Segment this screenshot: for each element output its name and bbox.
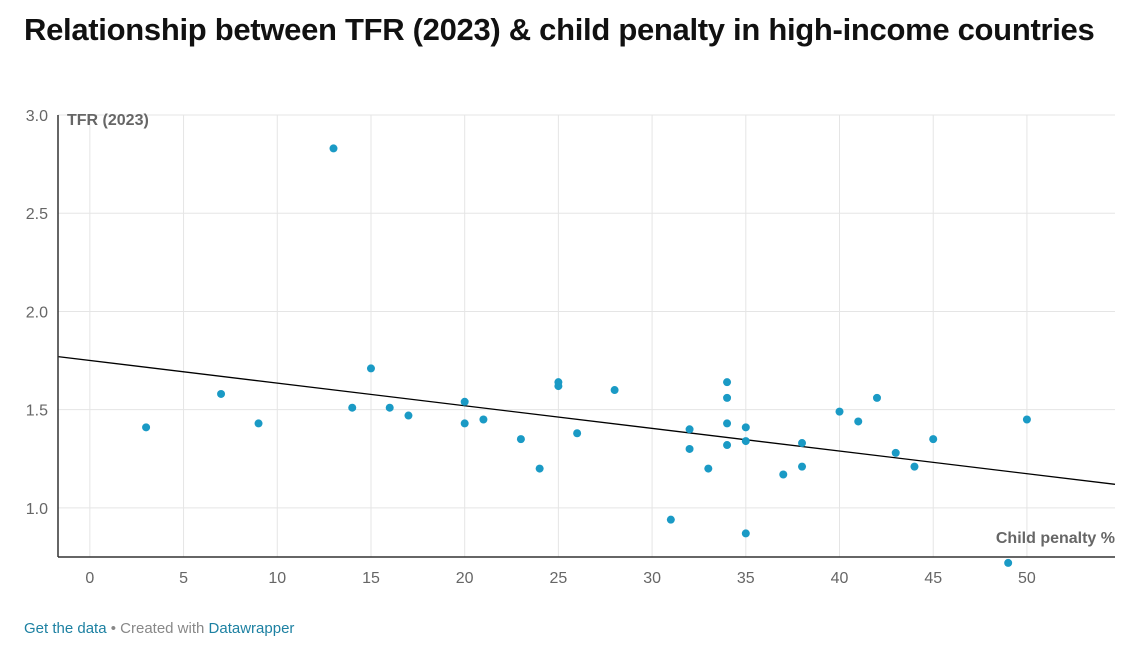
data-point — [610, 386, 619, 395]
x-tick-label: 15 — [362, 570, 380, 587]
x-tick-label: 50 — [1018, 570, 1036, 587]
data-point — [910, 462, 919, 471]
y-tick-label: 1.5 — [26, 403, 48, 420]
data-point — [929, 435, 938, 444]
x-tick-label: 25 — [549, 570, 567, 587]
x-tick-label: 35 — [737, 570, 755, 587]
data-point — [1004, 558, 1013, 567]
chart-title: Relationship between TFR (2023) & child … — [24, 12, 1095, 47]
data-point — [723, 441, 732, 450]
data-point — [217, 389, 226, 398]
data-point — [685, 425, 694, 434]
y-tick-label: 3.0 — [26, 108, 48, 125]
data-point — [385, 403, 394, 412]
data-point — [142, 423, 151, 432]
data-point — [254, 419, 263, 428]
trendline-group — [57, 355, 1116, 485]
y-tick-label: 1.0 — [26, 501, 48, 518]
y-axis-title: TFR (2023) — [67, 112, 149, 129]
data-point — [854, 417, 863, 426]
data-point — [798, 439, 807, 448]
data-point — [460, 397, 469, 406]
data-point — [404, 411, 413, 420]
footer: Get the data • Created with Datawrapper — [24, 620, 294, 637]
x-tick-label: 10 — [268, 570, 286, 587]
gridlines — [58, 114, 1115, 557]
data-point — [479, 415, 488, 424]
data-points — [142, 144, 1031, 567]
data-point — [779, 470, 788, 479]
data-point — [741, 423, 750, 432]
data-point — [460, 419, 469, 428]
data-point — [891, 448, 900, 457]
data-point — [348, 403, 357, 412]
x-tick-label: 40 — [831, 570, 849, 587]
data-point — [516, 435, 525, 444]
data-point — [666, 515, 675, 524]
data-point — [723, 419, 732, 428]
data-point — [872, 393, 881, 402]
data-point — [798, 462, 807, 471]
x-tick-label: 30 — [643, 570, 661, 587]
data-point — [835, 407, 844, 416]
x-tick-label: 5 — [179, 570, 188, 587]
x-axis-title: Child penalty % — [996, 530, 1115, 547]
datawrapper-link[interactable]: Datawrapper — [208, 620, 295, 637]
data-point — [1022, 415, 1031, 424]
footer-separator-text: • Created with — [106, 620, 209, 637]
data-point — [366, 364, 375, 373]
get-the-data-link[interactable]: Get the data — [24, 620, 107, 637]
x-tick-label: 0 — [85, 570, 94, 587]
axes: 0 5 10 15 20 25 30 35 40 45 50 1.0 1.5 2.0 2.5 3.0 — [26, 108, 1115, 587]
data-point — [535, 464, 544, 473]
x-tick-label: 20 — [456, 570, 474, 587]
x-tick-label: 45 — [924, 570, 942, 587]
data-point — [704, 464, 713, 473]
y-tick-label: 2.5 — [26, 206, 48, 223]
y-tick-label: 2.0 — [26, 304, 48, 321]
data-point — [723, 378, 732, 387]
data-point — [554, 382, 563, 391]
data-point — [573, 429, 582, 438]
data-point — [329, 144, 338, 153]
data-point — [741, 529, 750, 538]
data-point — [723, 393, 732, 402]
trend-line — [57, 355, 1116, 485]
data-point — [741, 437, 750, 446]
data-point — [685, 444, 694, 453]
